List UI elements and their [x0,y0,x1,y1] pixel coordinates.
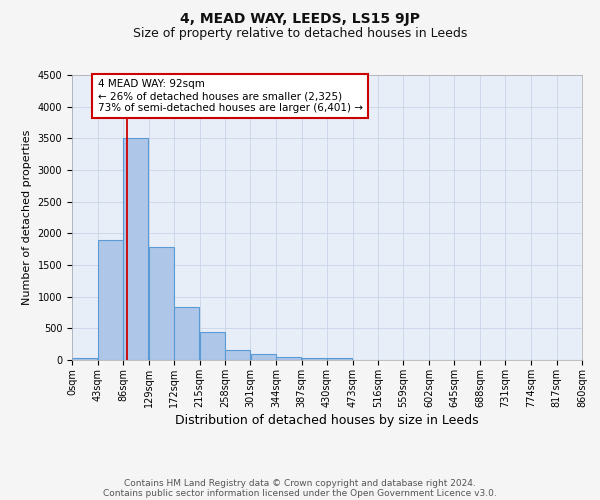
Bar [225,350,250,360]
Bar [200,332,225,360]
Bar [174,308,199,360]
Y-axis label: Number of detached properties: Number of detached properties [22,130,32,305]
Bar [72,358,97,360]
Bar [251,354,276,360]
X-axis label: Distribution of detached houses by size in Leeds: Distribution of detached houses by size … [175,414,479,427]
Bar [327,358,352,360]
Text: Contains public sector information licensed under the Open Government Licence v3: Contains public sector information licen… [103,488,497,498]
Text: 4 MEAD WAY: 92sqm
← 26% of detached houses are smaller (2,325)
73% of semi-detac: 4 MEAD WAY: 92sqm ← 26% of detached hous… [97,80,362,112]
Bar [302,358,327,360]
Text: 4, MEAD WAY, LEEDS, LS15 9JP: 4, MEAD WAY, LEEDS, LS15 9JP [180,12,420,26]
Text: Size of property relative to detached houses in Leeds: Size of property relative to detached ho… [133,28,467,40]
Text: Contains HM Land Registry data © Crown copyright and database right 2024.: Contains HM Land Registry data © Crown c… [124,478,476,488]
Bar [123,138,148,360]
Bar [98,240,123,360]
Bar [276,357,301,360]
Bar [149,248,174,360]
